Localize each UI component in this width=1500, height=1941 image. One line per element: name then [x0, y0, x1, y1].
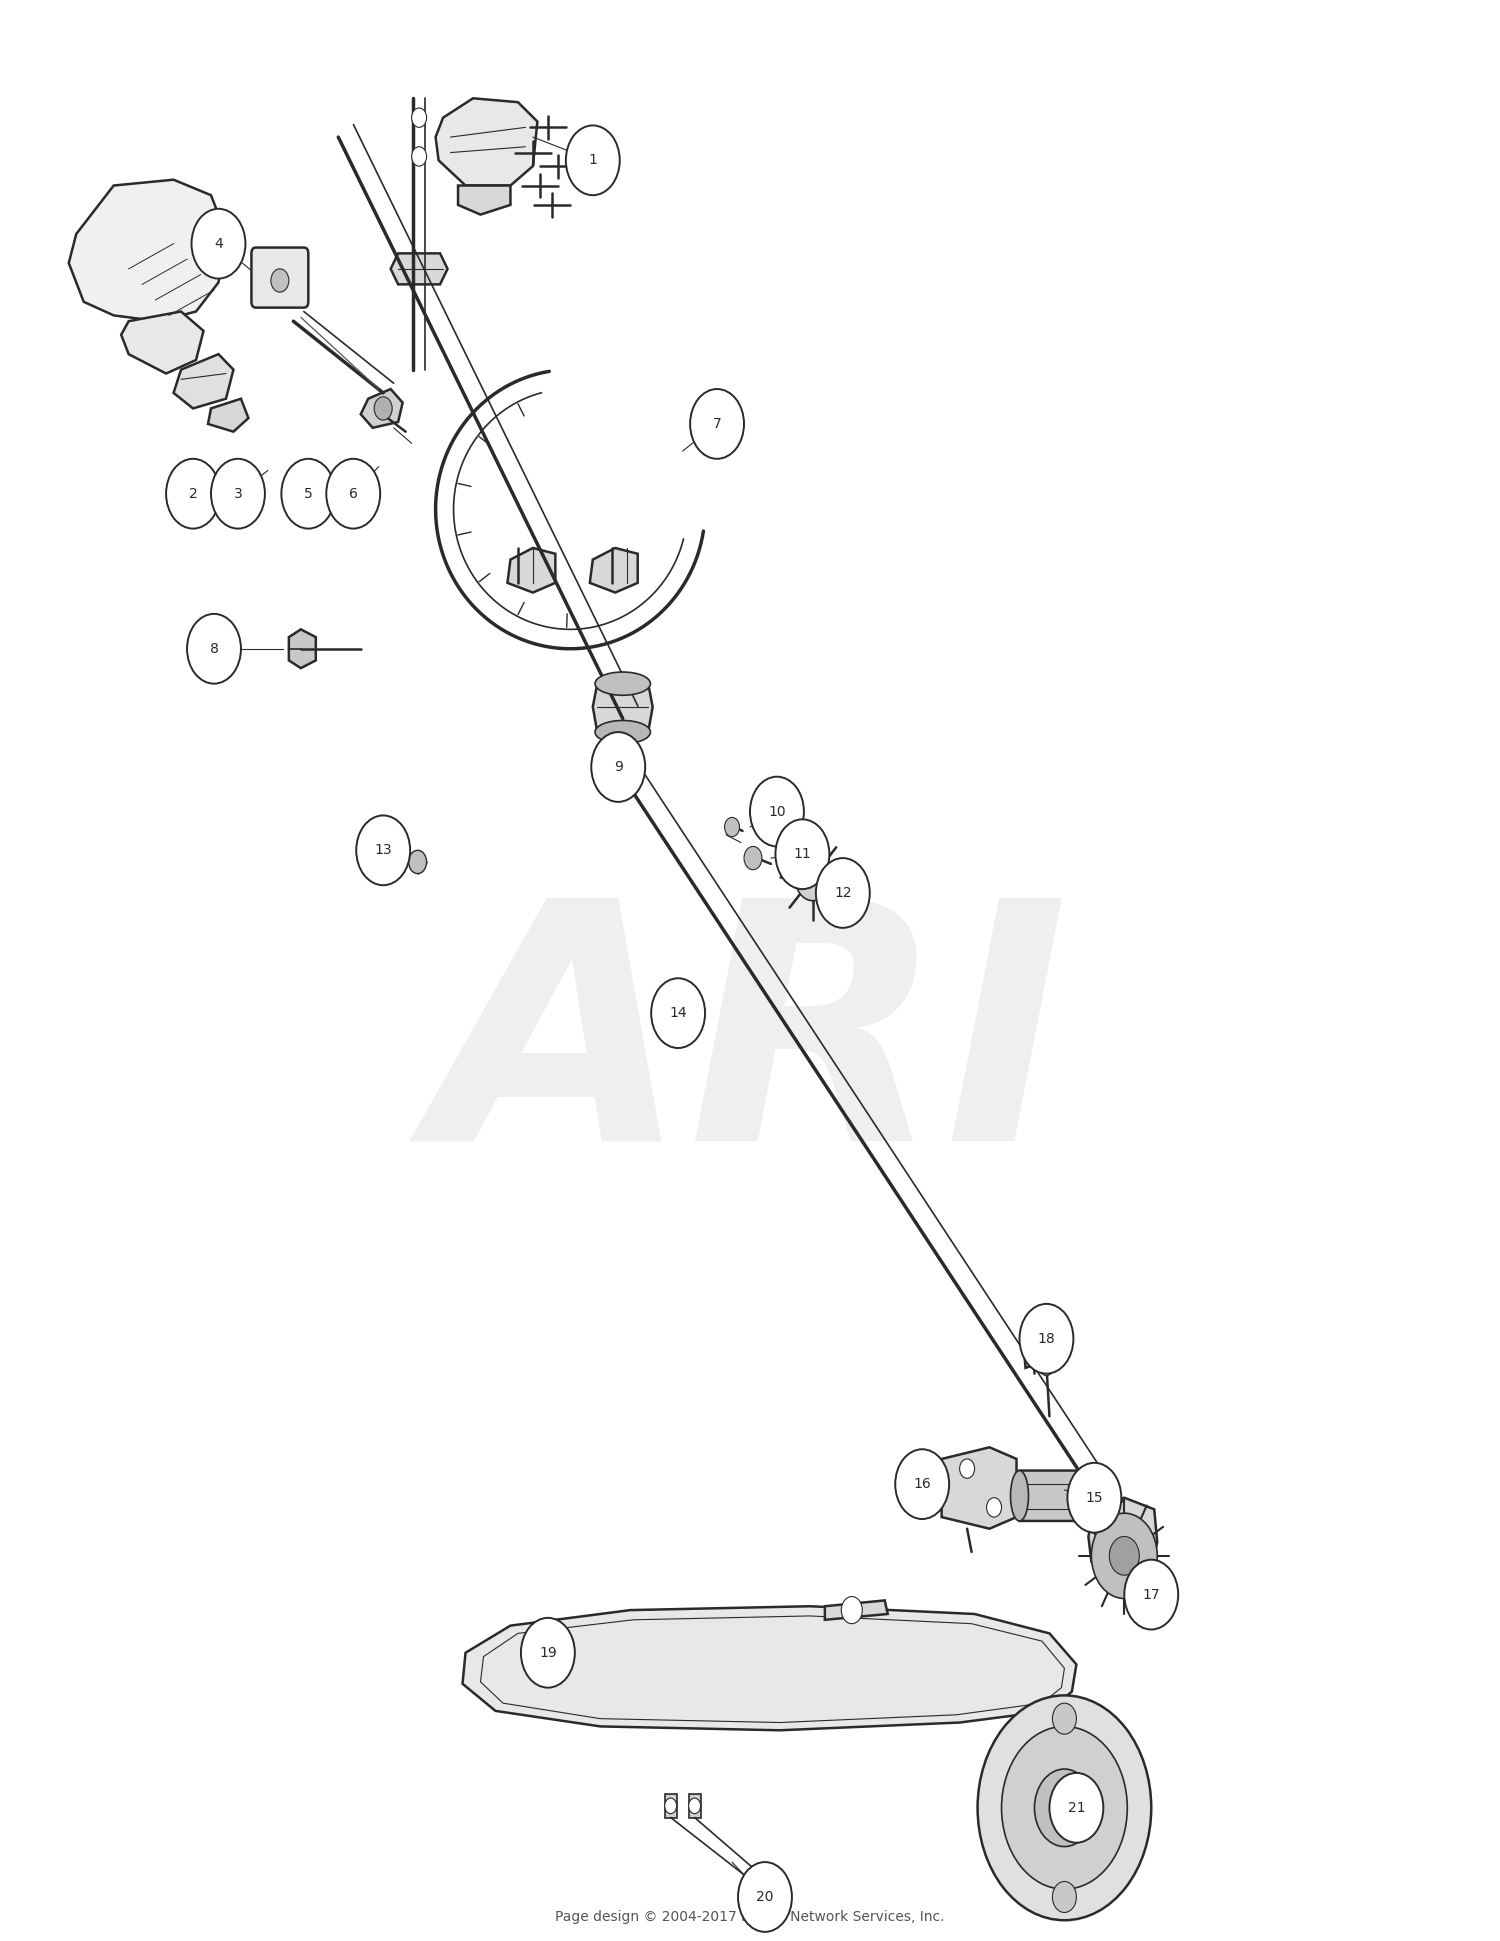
Text: 6: 6 — [350, 487, 357, 501]
Circle shape — [282, 458, 336, 528]
Circle shape — [842, 1597, 862, 1625]
Circle shape — [411, 109, 426, 128]
Polygon shape — [1089, 1498, 1156, 1582]
Circle shape — [688, 1797, 700, 1813]
Ellipse shape — [1077, 1471, 1095, 1522]
Polygon shape — [1020, 1471, 1089, 1522]
Polygon shape — [435, 99, 537, 186]
Circle shape — [1053, 1881, 1077, 1912]
Polygon shape — [825, 1601, 888, 1621]
Circle shape — [1110, 1537, 1140, 1576]
Text: 18: 18 — [1038, 1332, 1056, 1345]
Circle shape — [520, 1619, 574, 1687]
Circle shape — [776, 819, 830, 889]
Ellipse shape — [596, 672, 651, 695]
Ellipse shape — [1011, 1471, 1029, 1522]
Polygon shape — [174, 353, 234, 408]
Polygon shape — [592, 683, 652, 732]
Circle shape — [1053, 1702, 1077, 1733]
Text: 15: 15 — [1086, 1491, 1102, 1504]
Text: 13: 13 — [375, 842, 392, 858]
Text: 7: 7 — [712, 417, 722, 431]
Circle shape — [188, 613, 242, 683]
Circle shape — [744, 846, 762, 870]
Circle shape — [374, 396, 392, 419]
Circle shape — [896, 1450, 950, 1520]
Text: 10: 10 — [768, 806, 786, 819]
Circle shape — [960, 1460, 975, 1479]
Circle shape — [408, 850, 426, 873]
Text: 21: 21 — [1068, 1801, 1084, 1815]
Polygon shape — [664, 1793, 676, 1817]
Polygon shape — [122, 311, 204, 373]
Circle shape — [664, 1797, 676, 1813]
Text: 9: 9 — [614, 761, 622, 774]
Text: 14: 14 — [669, 1005, 687, 1021]
Circle shape — [1050, 1772, 1104, 1842]
Polygon shape — [290, 629, 316, 668]
Circle shape — [978, 1694, 1152, 1920]
Circle shape — [192, 210, 246, 280]
Circle shape — [724, 817, 740, 837]
Text: 16: 16 — [914, 1477, 932, 1491]
Circle shape — [795, 854, 831, 901]
Circle shape — [1024, 1314, 1039, 1333]
Circle shape — [566, 126, 620, 196]
Text: 1: 1 — [588, 153, 597, 167]
Polygon shape — [390, 254, 447, 285]
Circle shape — [211, 458, 266, 528]
Circle shape — [411, 148, 426, 167]
Circle shape — [591, 732, 645, 802]
Polygon shape — [942, 1448, 1017, 1530]
Polygon shape — [360, 388, 402, 427]
FancyBboxPatch shape — [252, 248, 309, 307]
Text: 3: 3 — [234, 487, 243, 501]
Circle shape — [166, 458, 220, 528]
Text: ARI: ARI — [430, 887, 1070, 1209]
Polygon shape — [688, 1793, 700, 1817]
Text: Page design © 2004-2017 by ARI Network Services, Inc.: Page design © 2004-2017 by ARI Network S… — [555, 1910, 945, 1924]
Circle shape — [1002, 1726, 1128, 1889]
Polygon shape — [1023, 1320, 1059, 1368]
Circle shape — [1020, 1304, 1074, 1374]
Ellipse shape — [596, 720, 651, 743]
Circle shape — [1068, 1464, 1122, 1533]
Circle shape — [1125, 1561, 1178, 1630]
Circle shape — [987, 1498, 1002, 1518]
Polygon shape — [209, 398, 249, 431]
Text: 5: 5 — [304, 487, 312, 501]
Polygon shape — [69, 181, 226, 320]
Circle shape — [1035, 1768, 1095, 1846]
Polygon shape — [590, 547, 638, 592]
Circle shape — [272, 270, 290, 293]
Text: 12: 12 — [834, 885, 852, 901]
Text: 20: 20 — [756, 1891, 774, 1904]
Circle shape — [816, 858, 870, 928]
Text: 2: 2 — [189, 487, 198, 501]
Polygon shape — [462, 1607, 1077, 1729]
Circle shape — [1092, 1514, 1156, 1599]
Polygon shape — [458, 186, 510, 215]
Text: 17: 17 — [1143, 1588, 1160, 1601]
Circle shape — [750, 776, 804, 846]
Text: 19: 19 — [538, 1646, 556, 1660]
Circle shape — [738, 1861, 792, 1931]
Circle shape — [1040, 1357, 1054, 1376]
Circle shape — [356, 815, 410, 885]
Text: 4: 4 — [214, 237, 223, 250]
Polygon shape — [507, 547, 555, 592]
Circle shape — [651, 978, 705, 1048]
Text: 11: 11 — [794, 846, 812, 862]
Circle shape — [327, 458, 380, 528]
Text: 8: 8 — [210, 642, 219, 656]
Circle shape — [690, 388, 744, 458]
